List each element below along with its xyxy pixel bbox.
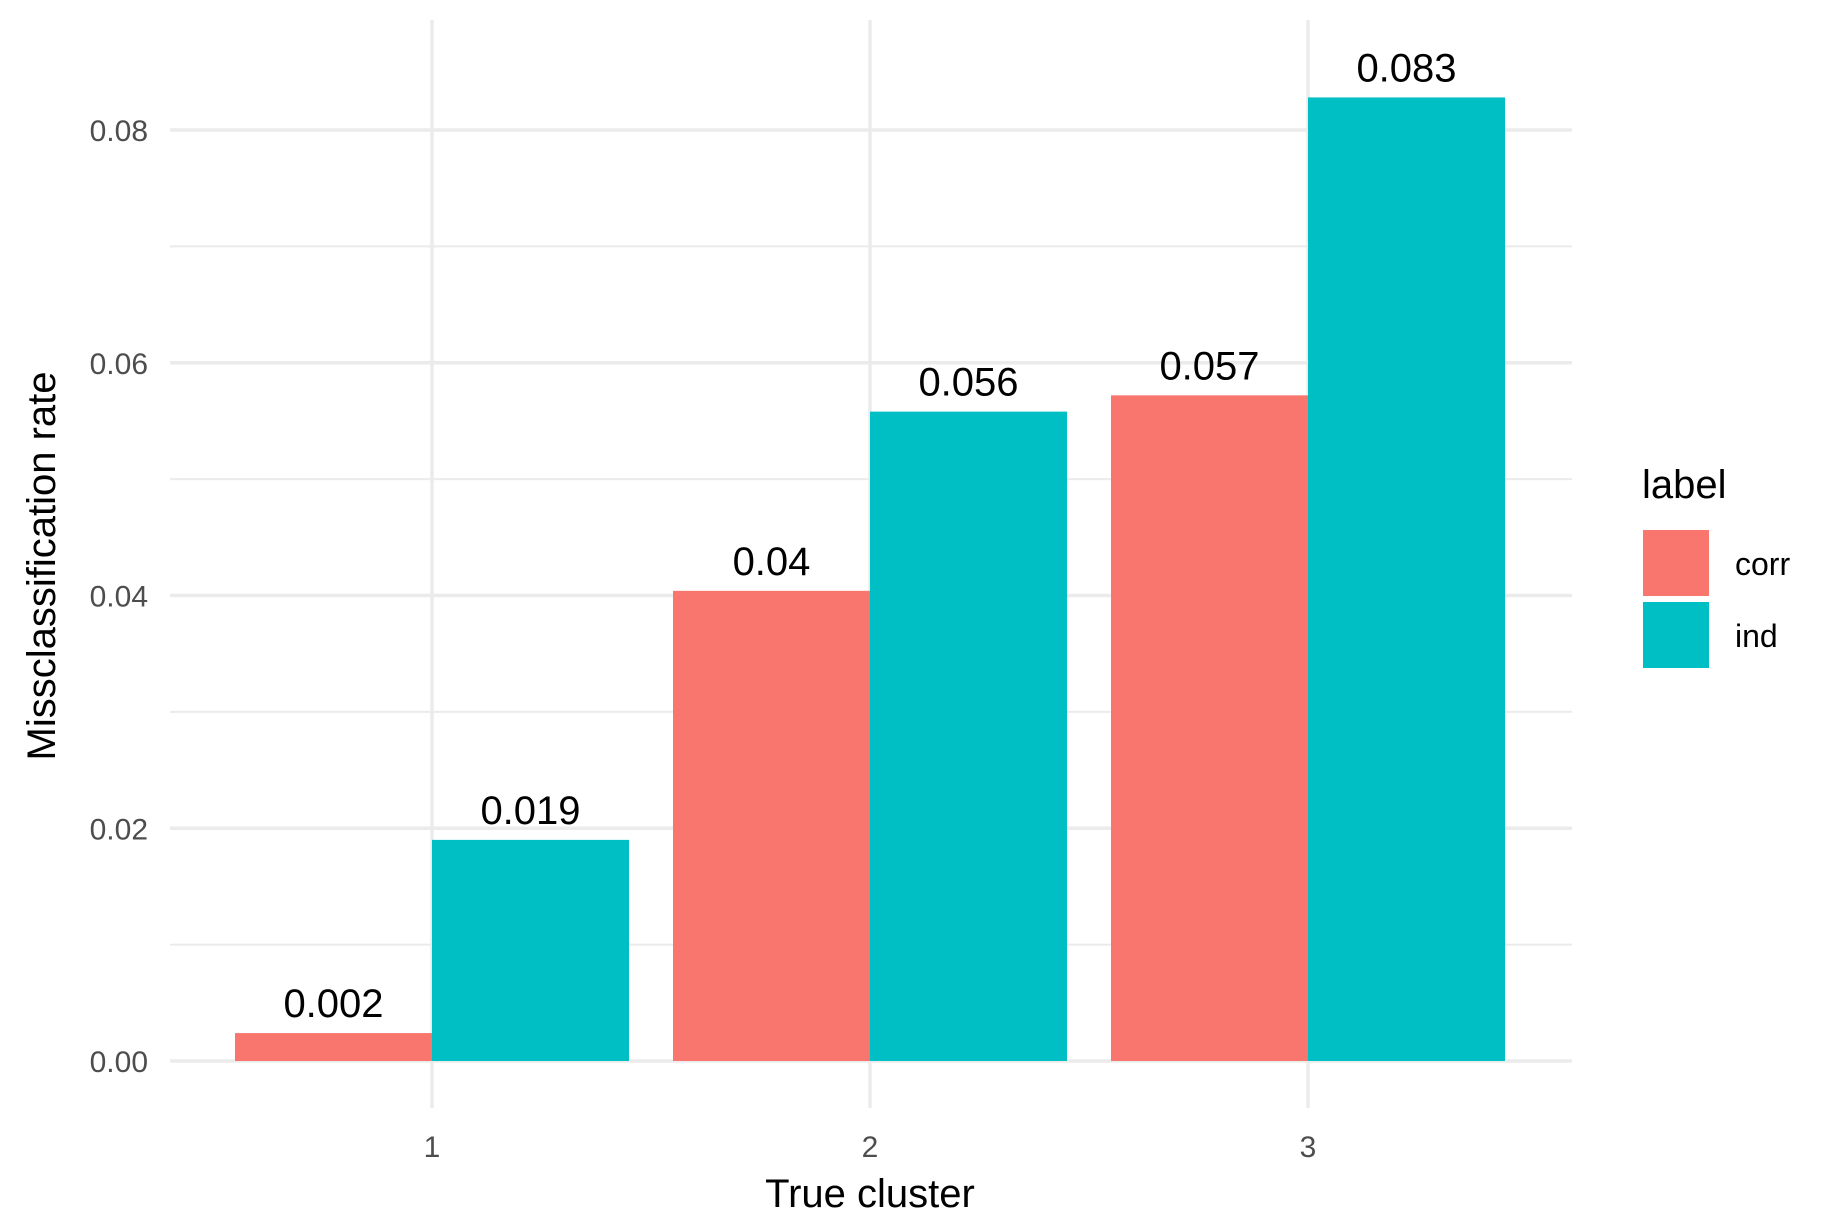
bar-corr-1	[235, 1033, 432, 1061]
bars	[235, 97, 1505, 1062]
legend-label-ind: ind	[1735, 618, 1778, 654]
y-tick-label: 0.00	[90, 1046, 148, 1079]
bar-value-label: 0.083	[1356, 46, 1456, 90]
x-tick-label: 2	[862, 1131, 879, 1164]
bar-corr-2	[673, 590, 870, 1061]
legend-key-corr	[1643, 530, 1709, 596]
legend-title: label	[1642, 463, 1727, 507]
legend-key-ind	[1643, 602, 1709, 668]
bar-value-label: 0.057	[1159, 344, 1259, 388]
x-axis-title: True cluster	[765, 1172, 975, 1216]
bar-labels: 0.002 0.019 0.04 0.056 0.057 0.083	[283, 46, 1456, 1026]
legend: label corr ind	[1642, 463, 1790, 668]
y-tick-label: 0.08	[90, 115, 148, 148]
y-tick-label: 0.02	[90, 813, 148, 846]
bar-value-label: 0.056	[918, 361, 1018, 405]
legend-label-corr: corr	[1735, 546, 1790, 582]
x-tick-label: 1	[424, 1131, 441, 1164]
bar-value-label: 0.019	[480, 789, 580, 833]
y-tick-label: 0.06	[90, 348, 148, 381]
bar-value-label: 0.002	[283, 982, 383, 1026]
y-axis-ticks: 0.00 0.02 0.04 0.06 0.08	[90, 115, 148, 1079]
bar-ind-2	[870, 411, 1067, 1061]
bar-ind-3	[1308, 97, 1505, 1062]
y-axis-title: Missclassification rate	[20, 371, 64, 760]
x-tick-label: 3	[1300, 1131, 1317, 1164]
bar-corr-3	[1111, 395, 1308, 1062]
x-axis-ticks: 1 2 3	[424, 1131, 1317, 1164]
bar-ind-1	[432, 839, 629, 1061]
y-tick-label: 0.04	[90, 581, 148, 614]
bar-value-label: 0.04	[733, 540, 811, 584]
